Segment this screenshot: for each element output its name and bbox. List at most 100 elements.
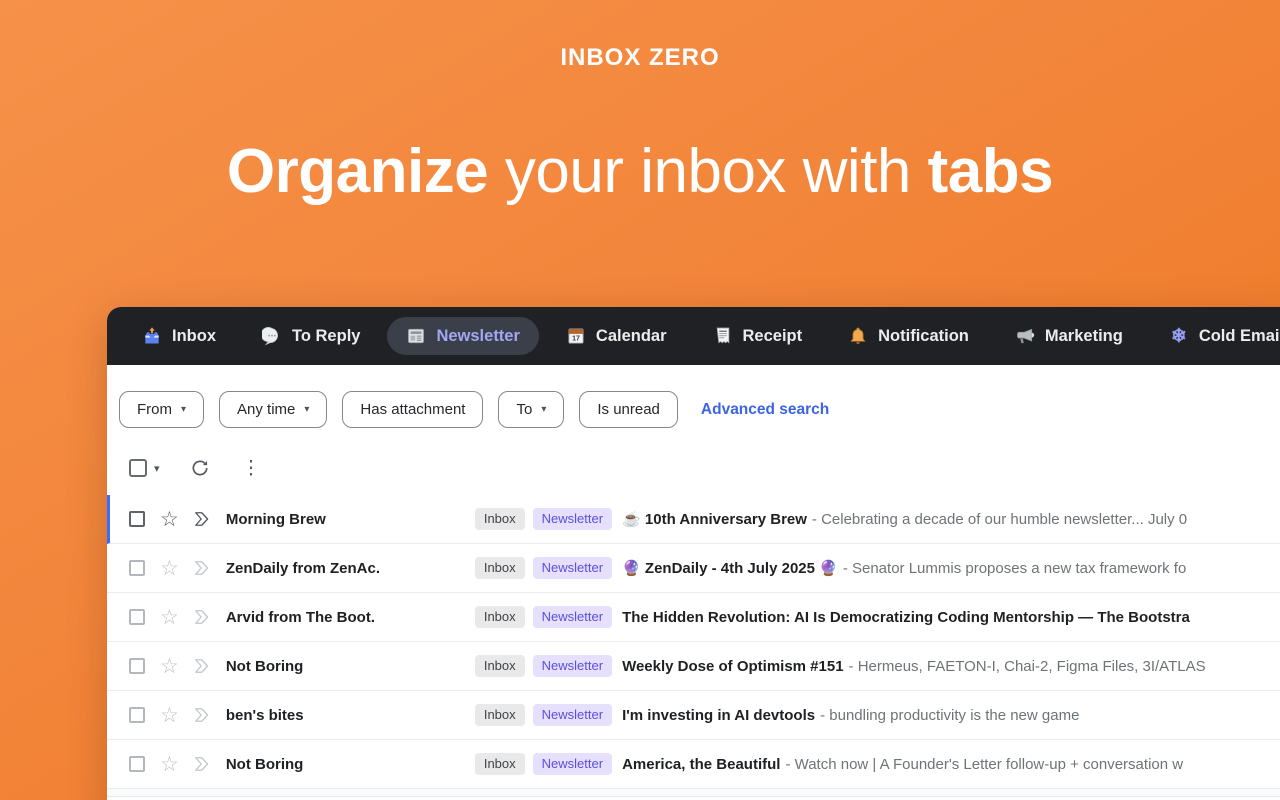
email-labels: Inbox Newsletter [474,605,613,629]
label-newsletter[interactable]: Newsletter [532,605,613,629]
refresh-icon [192,460,208,476]
megaphone-icon [1015,326,1035,346]
label-newsletter[interactable]: Newsletter [532,654,613,678]
filter-label: Any time [237,401,296,418]
row-checkbox[interactable] [129,609,145,625]
email-subject: 🔮 ZenDaily - 4th July 2025 🔮 [622,560,838,577]
email-labels: Inbox Newsletter [474,507,613,531]
filter-has-attachment[interactable]: Has attachment [342,391,484,428]
row-checkbox[interactable] [129,707,145,723]
filter-is-unread[interactable]: Is unread [579,391,678,428]
filter-to[interactable]: To ▾ [498,391,565,428]
tab-calendar[interactable]: 17 Calendar [547,317,686,355]
heading-mid: your inbox with [488,137,928,206]
email-subject-line: America, the Beautiful - Watch now | A Fo… [622,756,1280,773]
importance-marker-icon[interactable] [192,705,212,725]
email-subject-line: ☕ 10th Anniversary Brew - Celebrating a d… [622,510,1280,528]
label-newsletter[interactable]: Newsletter [532,752,613,776]
refresh-button[interactable] [190,458,210,478]
email-subject-line: Weekly Dose of Optimism #151- Hermeus, F… [622,658,1280,675]
star-icon[interactable]: ☆ [160,507,179,531]
label-inbox[interactable]: Inbox [474,507,525,531]
label-inbox[interactable]: Inbox [474,605,525,629]
importance-marker-icon[interactable] [192,656,212,676]
tab-label: Newsletter [436,326,520,345]
snowflake-icon: ❄ [1170,325,1187,347]
email-row[interactable]: ☆ ben's bites Inbox Newsletter I'm inves… [107,691,1280,740]
select-all-checkbox[interactable] [129,459,147,477]
tab-inbox[interactable]: Inbox [123,317,235,355]
select-dropdown-icon[interactable]: ▾ [154,462,160,475]
filter-label: Has attachment [360,401,466,418]
email-labels: Inbox Newsletter [474,654,613,678]
email-snippet: - Senator Lummis proposes a new tax fram… [842,560,1187,577]
label-inbox[interactable]: Inbox [474,752,525,776]
tab-label: Inbox [172,326,216,345]
label-newsletter[interactable]: Newsletter [532,556,613,580]
email-row[interactable]: ☆ Morning Brew Inbox Newsletter ☕ 10th A… [107,495,1280,544]
importance-marker-icon[interactable] [192,558,212,578]
email-sender: ben's bites [225,706,304,724]
svg-text:17: 17 [572,335,580,343]
newspaper-icon [406,326,426,346]
tab-newsletter[interactable]: Newsletter [387,317,539,355]
importance-marker-icon[interactable] [192,754,212,774]
filter-label: Is unread [597,401,660,418]
filter-any-time[interactable]: Any time ▾ [219,391,328,428]
tab-to-reply[interactable]: To Reply [243,317,379,355]
email-subject: Weekly Dose of Optimism #151 [622,657,844,675]
email-snippet: - bundling productivity is the new game [820,706,1080,724]
hero-heading: Organize your inbox with tabs [0,136,1280,207]
email-subject: America, the Beautiful [622,755,781,773]
label-newsletter[interactable]: Newsletter [532,703,613,727]
row-checkbox[interactable] [129,560,145,576]
filter-from[interactable]: From ▾ [119,391,205,428]
email-subject-line: The Hidden Revolution: AI Is Democratizi… [622,609,1280,626]
tab-label: Cold Email [1198,326,1280,345]
email-snippet: - Celebrating a decade of our humble new… [811,511,1188,528]
email-sender: Not Boring [225,657,304,675]
star-icon[interactable]: ☆ [160,752,179,776]
tab-notification[interactable]: Notification [829,317,988,355]
tab-receipt[interactable]: Receipt [694,317,822,355]
email-snippet: - Watch now | A Founder's Letter follow-… [785,755,1184,773]
search-filter-bar: From ▾ Any time ▾ Has attachment To ▾ Is un… [107,365,1280,441]
label-newsletter[interactable]: Newsletter [532,507,613,531]
heading-bold-tabs: tabs [927,137,1054,206]
label-inbox[interactable]: Inbox [474,556,525,580]
email-row[interactable]: ☆ Not Boring Inbox Newsletter Weekly Dos… [107,642,1280,691]
row-checkbox[interactable] [129,511,145,527]
tab-marketing[interactable]: Marketing [996,317,1142,355]
app-brand: INBOX ZERO [560,44,720,71]
tab-label: Notification [878,326,969,345]
importance-marker-icon[interactable] [192,607,212,627]
more-options-button[interactable]: ⋮ [241,457,261,479]
tab-label: To Reply [292,326,361,345]
star-icon[interactable]: ☆ [160,556,179,580]
star-icon[interactable]: ☆ [160,654,179,678]
label-inbox[interactable]: Inbox [474,703,525,727]
bell-icon [848,326,868,346]
email-snippet: - Hermeus, FAETON-I, Chai-2, Figma Files… [848,657,1206,675]
email-subject: I'm investing in AI devtools [622,706,816,724]
email-subject-line: 🔮 ZenDaily - 4th July 2025 🔮 - Senator Lu… [622,559,1280,577]
star-icon[interactable]: ☆ [160,605,179,629]
label-inbox[interactable]: Inbox [474,654,525,678]
chevron-down-icon: ▾ [304,404,310,415]
email-labels: Inbox Newsletter [474,752,613,776]
email-row[interactable]: ☆ ZenDaily from ZenAc. Inbox Newsletter … [107,544,1280,593]
row-checkbox[interactable] [129,756,145,772]
row-checkbox[interactable] [129,658,145,674]
email-row[interactable]: ☆ Not Boring Inbox Newsletter America, t… [107,740,1280,789]
tab-cold-email[interactable]: ❄ Cold Email [1150,317,1280,355]
star-icon[interactable]: ☆ [160,703,179,727]
importance-marker-icon[interactable] [192,509,212,529]
email-row[interactable]: ☆ Arvid from The Boot. Inbox Newsletter … [107,593,1280,642]
chevron-down-icon: ▾ [181,404,187,415]
tab-bar: Inbox To Reply Newsletter 17 Calendar Re… [107,307,1280,365]
next-row-partial [107,789,1280,797]
email-sender: ZenDaily from ZenAc. [225,559,381,577]
receipt-icon [713,326,733,346]
email-list: ☆ Morning Brew Inbox Newsletter ☕ 10th A… [107,495,1280,797]
advanced-search-link[interactable]: Advanced search [700,400,830,418]
